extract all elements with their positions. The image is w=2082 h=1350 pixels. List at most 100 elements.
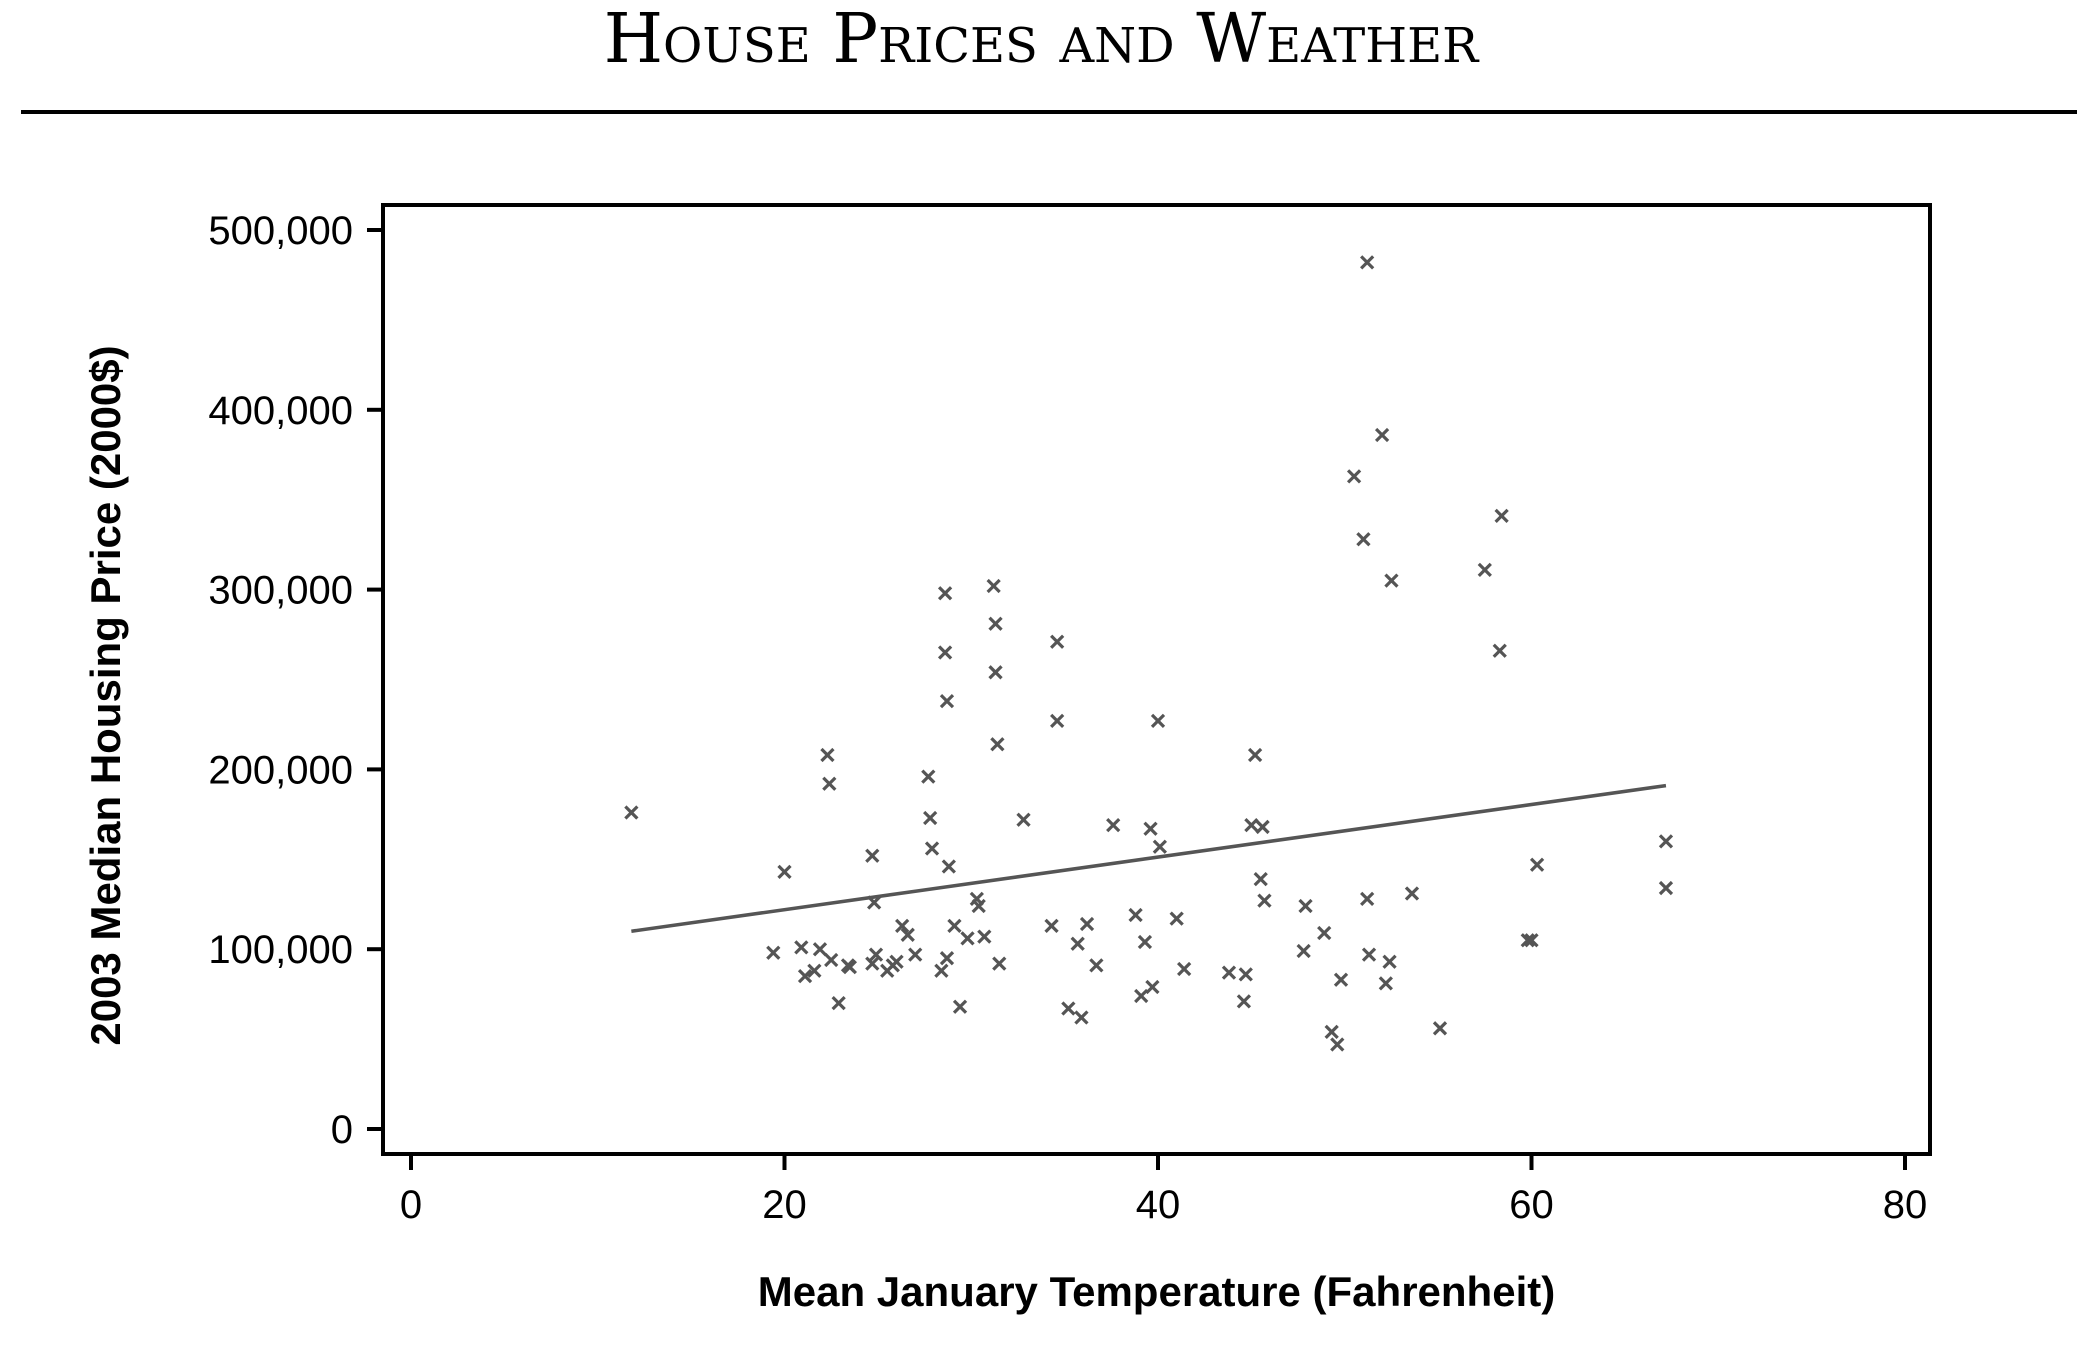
data-point (1247, 747, 1263, 763)
data-point (1361, 947, 1377, 962)
data-point (1360, 891, 1375, 906)
data-point (1296, 943, 1311, 959)
data-point (921, 769, 936, 784)
y-tick-label: 0 (331, 1108, 353, 1152)
data-point (1145, 979, 1160, 995)
data-point (1169, 911, 1184, 926)
data-point (937, 586, 953, 601)
data-point (1356, 532, 1371, 547)
data-point (1317, 925, 1332, 941)
data-point (941, 859, 956, 874)
data-point (895, 918, 910, 933)
data-point (766, 945, 781, 960)
data-point (1524, 933, 1539, 948)
x-tick-label: 0 (400, 1183, 422, 1227)
data-point (1529, 857, 1545, 872)
y-tick-label: 100,000 (208, 928, 353, 972)
data-point (1346, 469, 1362, 484)
data-points (624, 255, 1674, 1052)
data-point (777, 864, 792, 880)
page-title: House Prices and Weather (603, 0, 1479, 79)
x-axis-title: Mean January Temperature (Fahrenheit) (758, 1268, 1555, 1315)
data-point (1255, 819, 1270, 835)
data-point (797, 969, 813, 984)
data-point (807, 963, 822, 978)
data-point (1074, 1010, 1089, 1025)
data-point (934, 963, 949, 978)
y-tick-label: 400,000 (208, 389, 353, 433)
data-point (939, 951, 955, 966)
x-tick-label: 40 (1136, 1183, 1181, 1227)
data-point (865, 848, 880, 863)
data-point (1257, 893, 1272, 908)
data-point (1382, 954, 1397, 969)
data-point (831, 996, 846, 1011)
data-point (1492, 643, 1507, 658)
data-point (1016, 812, 1031, 827)
data-point (1360, 255, 1375, 270)
data-point (960, 931, 975, 946)
data-point (1177, 961, 1192, 977)
data-point (889, 954, 904, 969)
data-point (1236, 994, 1252, 1009)
plot-frame (381, 203, 1932, 1156)
data-point (977, 929, 992, 944)
data-point (937, 645, 953, 660)
data-point (1520, 933, 1535, 948)
data-point (624, 805, 639, 820)
data-point (794, 940, 809, 955)
data-point (868, 947, 884, 962)
data-point (1050, 713, 1065, 728)
data-point (1050, 634, 1065, 649)
data-point (1298, 898, 1313, 914)
data-point (900, 927, 915, 942)
y-axis-title: 2003 Median Housing Price (2000$) (82, 345, 129, 1045)
data-point (1333, 972, 1349, 987)
data-point (820, 747, 835, 763)
x-tick-label: 20 (762, 1183, 807, 1227)
data-point (1106, 818, 1121, 833)
data-point (992, 956, 1007, 971)
data-point (990, 737, 1005, 752)
data-point (908, 947, 923, 962)
data-point (1378, 976, 1393, 991)
data-point (842, 960, 857, 975)
data-point (824, 952, 839, 968)
data-point (812, 942, 828, 957)
data-point (1143, 821, 1158, 836)
x-axis: 0 20 40 60 80 (400, 1154, 1927, 1227)
data-point (952, 999, 968, 1014)
data-point (988, 665, 1003, 680)
data-point (988, 616, 1003, 631)
fit-line (631, 783, 1667, 933)
data-point (1221, 965, 1237, 980)
data-point (1404, 886, 1420, 901)
data-point (971, 898, 986, 914)
y-axis: 0 100,000 200,000 300,000 400,000 500,000 (208, 209, 383, 1152)
data-point (1374, 427, 1390, 443)
data-point (1044, 918, 1059, 933)
data-point (1477, 562, 1492, 577)
data-point (1253, 871, 1268, 887)
data-point (1244, 818, 1259, 833)
data-point (1494, 508, 1509, 524)
data-point (1070, 936, 1085, 951)
data-point (865, 956, 880, 971)
data-point (1089, 958, 1104, 973)
data-point (986, 578, 1001, 594)
data-point (822, 776, 837, 791)
data-point (1658, 880, 1674, 896)
data-point (1330, 1037, 1345, 1052)
data-point (1150, 713, 1166, 728)
data-point (1384, 573, 1399, 588)
y-tick-label: 200,000 (208, 748, 353, 792)
data-point (1061, 1001, 1076, 1016)
data-point (947, 918, 962, 933)
y-tick-label: 300,000 (208, 569, 353, 613)
title-divider (21, 110, 2077, 114)
data-point (1134, 988, 1149, 1004)
data-point (939, 693, 955, 709)
data-point (1137, 934, 1153, 950)
x-tick-label: 80 (1883, 1183, 1928, 1227)
